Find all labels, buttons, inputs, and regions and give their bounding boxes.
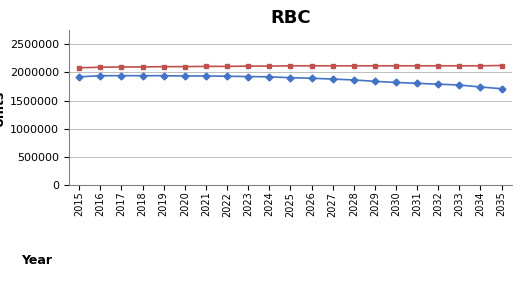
Donor <box>118 74 125 77</box>
Donor <box>477 85 484 89</box>
Transfusion <box>76 66 82 70</box>
Donor <box>393 81 399 84</box>
Donor <box>308 77 315 80</box>
Transfusion <box>266 64 272 68</box>
Transfusion <box>139 65 146 69</box>
Transfusion <box>245 64 251 68</box>
Transfusion <box>97 65 103 69</box>
Text: Year: Year <box>21 254 52 267</box>
Transfusion <box>224 65 230 68</box>
Transfusion <box>161 65 167 68</box>
Donor <box>287 76 294 80</box>
Transfusion <box>351 64 357 68</box>
Transfusion <box>203 65 209 68</box>
Donor <box>161 74 167 77</box>
Donor <box>372 80 378 83</box>
Donor <box>456 83 463 87</box>
Donor <box>97 74 103 77</box>
Transfusion <box>287 64 294 68</box>
Donor <box>329 77 336 81</box>
Transfusion <box>498 64 505 67</box>
Donor <box>76 75 82 79</box>
Donor <box>139 74 146 77</box>
Y-axis label: Units: Units <box>0 89 6 126</box>
Donor <box>203 74 209 78</box>
Transfusion <box>393 64 399 68</box>
Donor <box>245 75 251 78</box>
Line: Transfusion: Transfusion <box>77 63 504 70</box>
Transfusion <box>435 64 441 68</box>
Transfusion <box>182 65 188 68</box>
Transfusion <box>329 64 336 68</box>
Donor <box>266 75 272 79</box>
Donor <box>351 78 357 82</box>
Line: Donor: Donor <box>77 73 504 91</box>
Transfusion <box>308 64 315 68</box>
Transfusion <box>372 64 378 68</box>
Donor <box>435 83 441 86</box>
Donor <box>414 82 420 85</box>
Transfusion <box>456 64 463 68</box>
Donor <box>224 74 230 78</box>
Donor <box>182 74 188 78</box>
Transfusion <box>118 65 125 69</box>
Title: RBC: RBC <box>270 9 310 27</box>
Transfusion <box>477 64 484 68</box>
Donor <box>498 87 505 91</box>
Transfusion <box>414 64 420 68</box>
